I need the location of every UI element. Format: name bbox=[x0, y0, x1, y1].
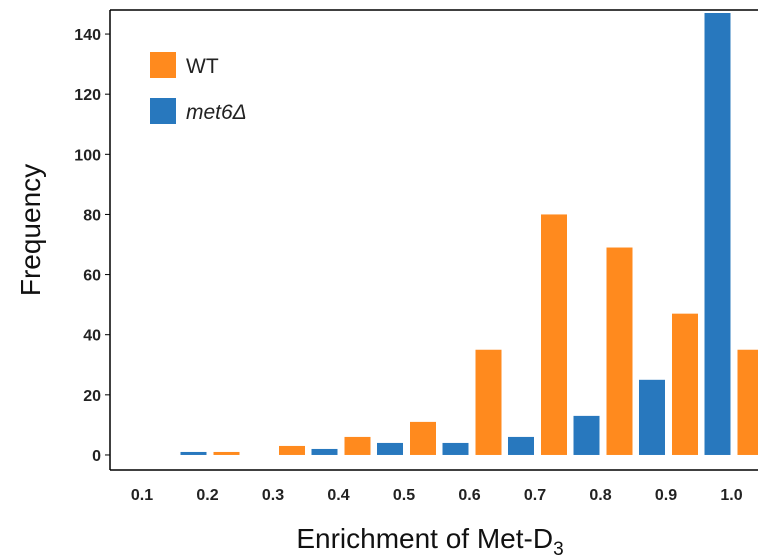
x-tick-label: 0.7 bbox=[524, 487, 546, 504]
y-tick-label: 80 bbox=[83, 207, 101, 224]
x-axis-title: Enrichment of Met-D3 bbox=[296, 523, 563, 560]
x-tick-label: 0.1 bbox=[131, 487, 153, 504]
bar-met6-0.9 bbox=[639, 379, 665, 455]
y-tick-label: 40 bbox=[83, 328, 101, 345]
y-tick-label: 60 bbox=[83, 268, 101, 285]
bar-wt-0.6 bbox=[475, 349, 502, 455]
bar-met6-0.4 bbox=[311, 448, 338, 455]
x-tick-label: 0.3 bbox=[262, 487, 284, 504]
x-tick-label: 0.5 bbox=[393, 487, 415, 504]
legend-label-wt: WT bbox=[186, 55, 219, 78]
bar-met6-0.7 bbox=[508, 436, 534, 455]
bar-wt-0.2 bbox=[213, 451, 240, 455]
bar-met6-0.2 bbox=[180, 451, 207, 455]
y-tick-label: 0 bbox=[92, 448, 101, 465]
y-tick-label: 20 bbox=[83, 388, 101, 405]
y-tick-label: 140 bbox=[74, 27, 101, 44]
bar-met6-0.6 bbox=[442, 442, 469, 455]
legend-swatch-wt bbox=[150, 52, 176, 78]
bar-met6-1.0 bbox=[704, 13, 731, 455]
bar-met6-0.8 bbox=[573, 415, 600, 455]
bar-wt-0.5 bbox=[410, 421, 436, 455]
y-axis-title: Frequency bbox=[15, 164, 46, 296]
bar-wt-1.0 bbox=[737, 349, 758, 455]
bar-wt-0.4 bbox=[344, 436, 371, 455]
bar-wt-0.9 bbox=[672, 313, 698, 455]
legend-label-met6: met6Δ bbox=[186, 101, 247, 124]
bar-wt-0.7 bbox=[541, 214, 567, 455]
x-tick-label: 0.4 bbox=[327, 487, 349, 504]
bar-met6-0.5 bbox=[377, 442, 403, 455]
legend-swatch-met6 bbox=[150, 98, 176, 124]
x-tick-label: 0.2 bbox=[196, 487, 218, 504]
bar-wt-0.3 bbox=[279, 445, 305, 455]
y-tick-label: 100 bbox=[74, 147, 101, 164]
x-tick-label: 0.6 bbox=[458, 487, 480, 504]
x-tick-label: 0.9 bbox=[655, 487, 677, 504]
bar-wt-0.8 bbox=[606, 247, 633, 455]
x-tick-label: 1.0 bbox=[720, 487, 742, 504]
y-tick-label: 120 bbox=[74, 87, 101, 104]
x-tick-label: 0.8 bbox=[589, 487, 611, 504]
